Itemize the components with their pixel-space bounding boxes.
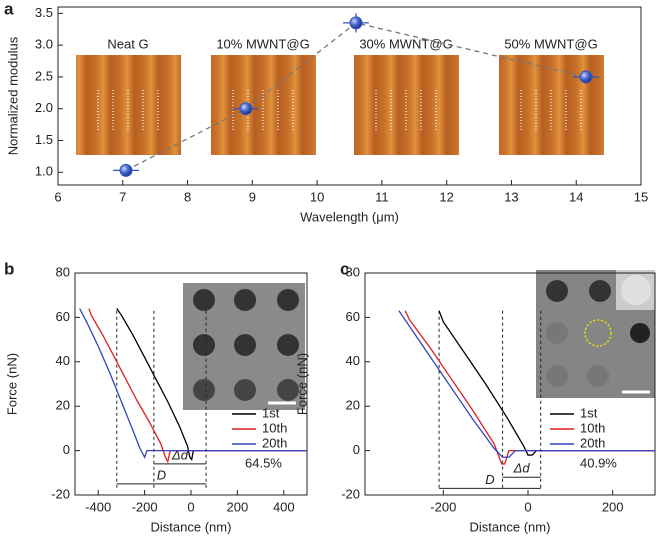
x-tick-label: 200 bbox=[602, 499, 624, 514]
y-tick-label: 40 bbox=[56, 353, 70, 368]
y-tick-label: 3.5 bbox=[35, 5, 53, 20]
x-tick-label: 14 bbox=[569, 189, 583, 204]
legend-label: 10th bbox=[262, 420, 287, 435]
inset-label: 10% MWNT@G bbox=[216, 36, 309, 51]
x-tick-label: 11 bbox=[375, 189, 389, 204]
note: 40.9% bbox=[580, 455, 617, 470]
y-tick-label: 20 bbox=[346, 398, 360, 413]
sem-inset-c bbox=[536, 270, 655, 398]
point bbox=[239, 102, 253, 116]
panel-label: a bbox=[4, 0, 14, 18]
span-label: D bbox=[157, 467, 166, 482]
x-tick-label: 8 bbox=[184, 189, 191, 204]
y-axis-title: Normalized modulus bbox=[5, 36, 20, 155]
x-tick-label: 0 bbox=[524, 499, 531, 514]
y-tick-label: -20 bbox=[341, 486, 360, 501]
y-tick-label: 0 bbox=[353, 442, 360, 457]
trend-line bbox=[125, 22, 587, 171]
x-tick-label: 7 bbox=[119, 189, 126, 204]
y-tick-label: 60 bbox=[346, 309, 360, 324]
legend-label: 20th bbox=[262, 435, 287, 450]
y-tick-label: 2.5 bbox=[35, 68, 53, 83]
x-tick-label: 9 bbox=[249, 189, 256, 204]
span-label: D bbox=[485, 472, 494, 487]
x-tick-label: 200 bbox=[227, 499, 249, 514]
point bbox=[579, 70, 593, 84]
plot-frame bbox=[57, 6, 642, 186]
inset-label: 30% MWNT@G bbox=[359, 36, 452, 51]
x-tick-label: 400 bbox=[273, 499, 295, 514]
inset-label: Neat G bbox=[107, 36, 148, 51]
x-tick-label: 15 bbox=[634, 189, 648, 204]
y-tick-label: 1.0 bbox=[35, 164, 53, 179]
force-curve bbox=[79, 308, 307, 459]
x-tick-label: 12 bbox=[439, 189, 453, 204]
legend-label: 20th bbox=[580, 435, 605, 450]
y-tick-label: 20 bbox=[56, 398, 70, 413]
x-tick-label: 0 bbox=[187, 499, 194, 514]
force-curve bbox=[116, 308, 307, 461]
y-tick-label: 60 bbox=[56, 309, 70, 324]
sem-inset-b bbox=[183, 283, 305, 410]
y-tick-label: -20 bbox=[51, 486, 70, 501]
y-tick-label: 80 bbox=[56, 264, 70, 279]
span-label: Δd bbox=[513, 461, 531, 476]
y-tick-label: 40 bbox=[346, 353, 360, 368]
point bbox=[349, 16, 363, 30]
x-tick-label: 10 bbox=[310, 189, 324, 204]
legend-label: 10th bbox=[580, 420, 605, 435]
span-label: Δd bbox=[171, 447, 189, 462]
x-tick-label: 6 bbox=[54, 189, 61, 204]
force-curve bbox=[88, 308, 307, 464]
y-tick-label: 80 bbox=[346, 264, 360, 279]
y-tick-label: 2.0 bbox=[35, 100, 53, 115]
y-axis-title: Force (nN) bbox=[294, 353, 309, 415]
legend-label: 1st bbox=[262, 405, 280, 420]
force-curve bbox=[398, 310, 655, 458]
x-axis-title: Wavelength (μm) bbox=[300, 209, 399, 224]
x-axis-title: Distance (nm) bbox=[470, 519, 551, 534]
legend-label: 1st bbox=[580, 405, 598, 420]
x-tick-label: -400 bbox=[85, 499, 111, 514]
x-axis-title: Distance (nm) bbox=[151, 519, 232, 534]
plot-frame bbox=[364, 272, 656, 496]
y-tick-label: 3.0 bbox=[35, 37, 53, 52]
y-axis-title: Force (nN) bbox=[4, 353, 19, 415]
x-tick-label: -200 bbox=[132, 499, 158, 514]
x-tick-label: -200 bbox=[430, 499, 456, 514]
y-tick-label: 1.5 bbox=[35, 132, 53, 147]
point bbox=[119, 163, 133, 177]
panel-label: c bbox=[340, 259, 349, 278]
note: 64.5% bbox=[245, 455, 282, 470]
force-curve bbox=[438, 310, 655, 456]
y-tick-label: 0 bbox=[63, 442, 70, 457]
inset-label: 50% MWNT@G bbox=[504, 36, 597, 51]
x-tick-label: 13 bbox=[504, 189, 518, 204]
panel-label: b bbox=[4, 259, 14, 278]
